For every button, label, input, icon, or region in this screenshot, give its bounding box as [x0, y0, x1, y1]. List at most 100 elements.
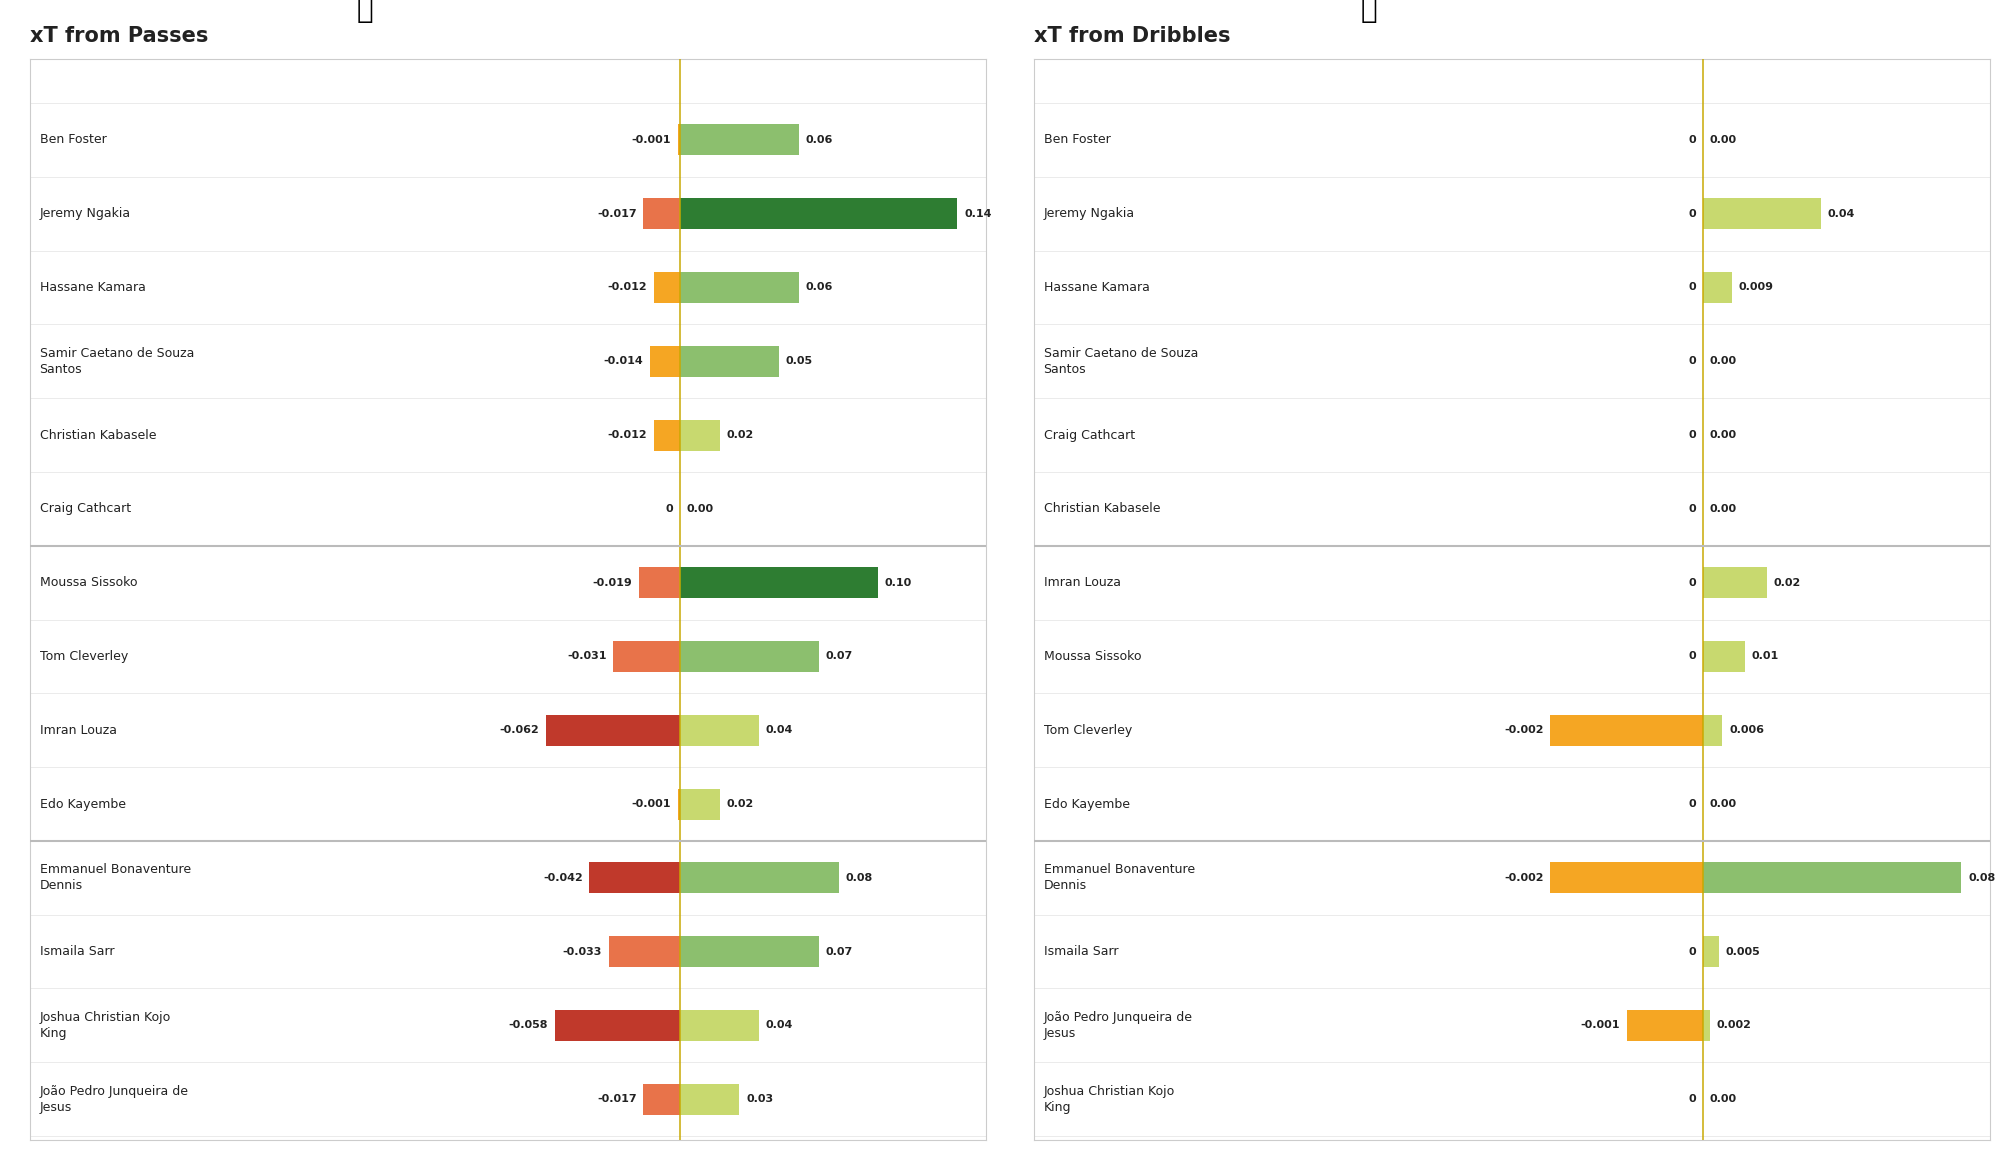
Bar — [640, 568, 680, 598]
Text: 0: 0 — [1688, 1094, 1696, 1104]
Text: -0.002: -0.002 — [1504, 725, 1544, 736]
Text: 0.009: 0.009 — [1738, 282, 1774, 293]
Bar — [680, 862, 838, 893]
Bar — [678, 788, 680, 819]
Text: 0.04: 0.04 — [766, 1020, 794, 1030]
Bar — [1550, 862, 1704, 893]
Text: 0: 0 — [1688, 947, 1696, 956]
Text: 0.04: 0.04 — [766, 725, 794, 736]
Text: Edo Kayembe: Edo Kayembe — [40, 798, 126, 811]
Text: Ismaila Sarr: Ismaila Sarr — [1044, 945, 1118, 958]
Bar — [1704, 199, 1822, 229]
Text: -0.001: -0.001 — [632, 135, 672, 145]
Text: 0.02: 0.02 — [726, 430, 754, 441]
Bar — [644, 199, 680, 229]
Text: 0.10: 0.10 — [884, 578, 912, 588]
Text: 0: 0 — [1688, 135, 1696, 145]
Text: 0.002: 0.002 — [1716, 1020, 1752, 1030]
Text: 0.005: 0.005 — [1726, 947, 1760, 956]
Bar — [678, 125, 680, 155]
Text: 0: 0 — [1688, 504, 1696, 513]
Text: -0.014: -0.014 — [604, 356, 644, 367]
Text: 0: 0 — [1688, 356, 1696, 367]
Text: -0.012: -0.012 — [608, 282, 648, 293]
Bar — [680, 199, 958, 229]
Text: -0.017: -0.017 — [598, 209, 636, 219]
Text: Christian Kabasele: Christian Kabasele — [1044, 503, 1160, 516]
Bar — [680, 419, 720, 450]
Text: 🔴: 🔴 — [1360, 0, 1376, 25]
Bar — [654, 271, 680, 303]
Text: 🔴: 🔴 — [356, 0, 372, 25]
Text: 0.14: 0.14 — [964, 209, 992, 219]
Text: Christian Kabasele: Christian Kabasele — [40, 429, 156, 442]
Text: Tom Cleverley: Tom Cleverley — [1044, 724, 1132, 737]
Text: Jeremy Ngakia: Jeremy Ngakia — [1044, 207, 1134, 220]
Text: 0.07: 0.07 — [826, 651, 852, 662]
Text: 0.03: 0.03 — [746, 1094, 774, 1104]
Text: 0: 0 — [666, 504, 674, 513]
Text: Imran Louza: Imran Louza — [1044, 576, 1120, 589]
Bar — [614, 640, 680, 672]
Text: 0: 0 — [1688, 578, 1696, 588]
Text: 0.06: 0.06 — [806, 135, 832, 145]
Text: 0.00: 0.00 — [1710, 356, 1738, 367]
Text: Ben Foster: Ben Foster — [40, 134, 106, 147]
Text: Emmanuel Bonaventure
Dennis: Emmanuel Bonaventure Dennis — [40, 864, 190, 892]
Bar — [680, 1083, 740, 1115]
Text: 0.00: 0.00 — [1710, 1094, 1738, 1104]
Text: Craig Cathcart: Craig Cathcart — [40, 503, 130, 516]
Bar — [1704, 1009, 1710, 1041]
Bar — [680, 1009, 760, 1041]
Text: Joshua Christian Kojo
King: Joshua Christian Kojo King — [40, 1010, 170, 1040]
Text: -0.017: -0.017 — [598, 1094, 636, 1104]
Bar — [680, 568, 878, 598]
Text: Emmanuel Bonaventure
Dennis: Emmanuel Bonaventure Dennis — [1044, 864, 1194, 892]
Text: Moussa Sissoko: Moussa Sissoko — [40, 576, 138, 589]
Bar — [680, 125, 798, 155]
Text: 0.08: 0.08 — [1968, 873, 1996, 882]
Text: 0: 0 — [1688, 651, 1696, 662]
Text: Ben Foster: Ben Foster — [1044, 134, 1110, 147]
Text: 0: 0 — [1688, 282, 1696, 293]
Bar — [1626, 1009, 1704, 1041]
Bar — [1550, 714, 1704, 746]
Text: 0: 0 — [1688, 209, 1696, 219]
Bar — [654, 419, 680, 450]
Bar — [546, 714, 680, 746]
Bar — [1704, 568, 1766, 598]
Text: Samir Caetano de Souza
Santos: Samir Caetano de Souza Santos — [1044, 347, 1198, 376]
Bar — [680, 640, 818, 672]
Bar — [1704, 862, 1962, 893]
Bar — [554, 1009, 680, 1041]
Text: João Pedro Junqueira de
Jesus: João Pedro Junqueira de Jesus — [1044, 1010, 1192, 1040]
Text: 0.00: 0.00 — [1710, 504, 1738, 513]
Text: -0.002: -0.002 — [1504, 873, 1544, 882]
Bar — [680, 936, 818, 967]
Text: Edo Kayembe: Edo Kayembe — [1044, 798, 1130, 811]
Text: 0.06: 0.06 — [806, 282, 832, 293]
Text: -0.031: -0.031 — [566, 651, 606, 662]
Text: Imran Louza: Imran Louza — [40, 724, 116, 737]
Text: João Pedro Junqueira de
Jesus: João Pedro Junqueira de Jesus — [40, 1085, 188, 1114]
Text: Hassane Kamara: Hassane Kamara — [40, 281, 146, 294]
Text: Moussa Sissoko: Moussa Sissoko — [1044, 650, 1142, 663]
Text: xT from Passes: xT from Passes — [30, 26, 208, 46]
Text: 0.07: 0.07 — [826, 947, 852, 956]
Text: 0.08: 0.08 — [846, 873, 872, 882]
Bar — [680, 714, 760, 746]
Text: Hassane Kamara: Hassane Kamara — [1044, 281, 1150, 294]
Text: Ismaila Sarr: Ismaila Sarr — [40, 945, 114, 958]
Text: 0: 0 — [1688, 430, 1696, 441]
Bar — [1704, 271, 1732, 303]
Bar — [680, 271, 798, 303]
Text: Samir Caetano de Souza
Santos: Samir Caetano de Souza Santos — [40, 347, 194, 376]
Bar — [590, 862, 680, 893]
Text: 0.01: 0.01 — [1752, 651, 1778, 662]
Bar — [644, 1083, 680, 1115]
Text: -0.042: -0.042 — [542, 873, 582, 882]
Bar — [608, 936, 680, 967]
Text: 0.02: 0.02 — [726, 799, 754, 810]
Text: 0.00: 0.00 — [686, 504, 714, 513]
Text: 0.00: 0.00 — [1710, 430, 1738, 441]
